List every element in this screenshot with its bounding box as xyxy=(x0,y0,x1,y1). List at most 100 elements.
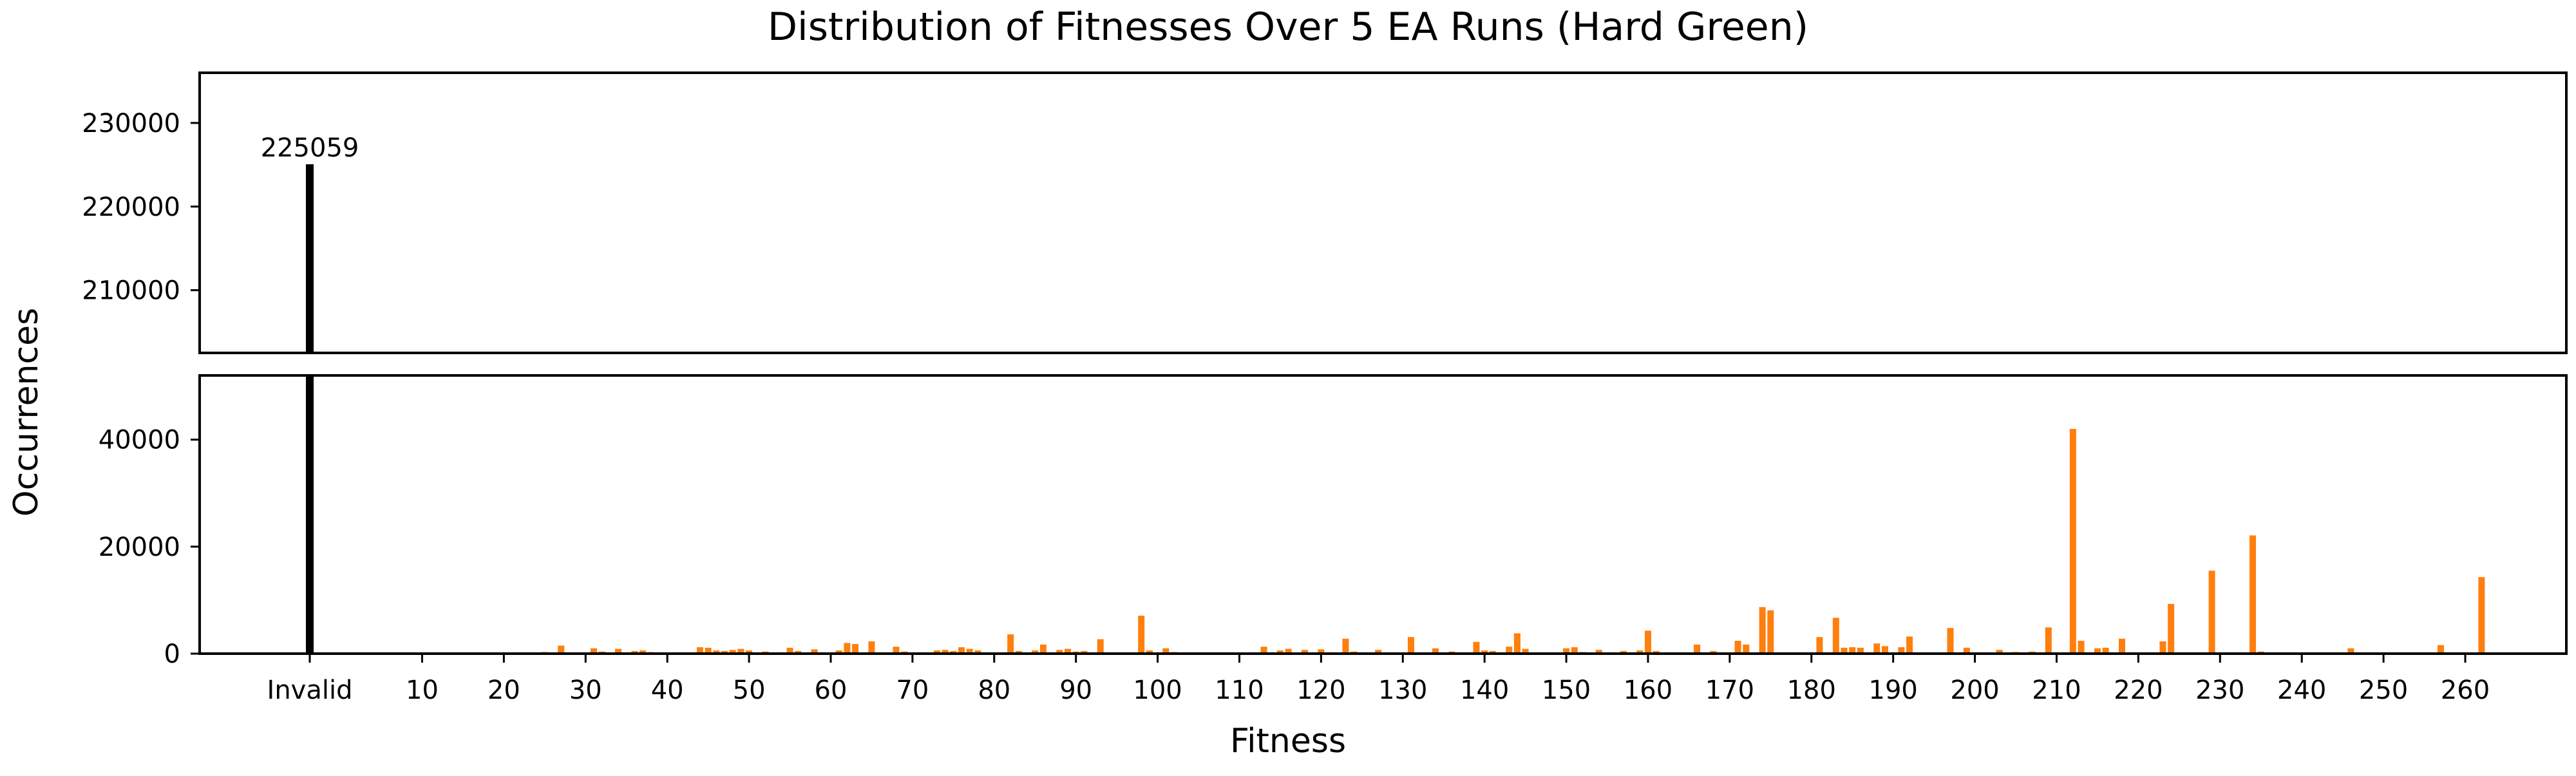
chart-title: Distribution of Fitnesses Over 5 EA Runs… xyxy=(768,5,1808,50)
fitness-bar xyxy=(1767,610,1774,654)
fitness-bar xyxy=(1506,647,1513,654)
fitness-bar xyxy=(1015,650,1022,654)
y-tick-label: 210000 xyxy=(82,276,180,306)
x-tick-label: 240 xyxy=(2277,676,2326,705)
x-tick-label: 170 xyxy=(1705,676,1754,705)
fitness-bar xyxy=(835,650,842,654)
fitness-bar xyxy=(1285,648,1292,654)
fitness-bar xyxy=(966,648,973,654)
fitness-bar xyxy=(958,647,965,654)
fitness-bar xyxy=(737,648,744,654)
fitness-bar xyxy=(2249,535,2257,654)
x-tick-label: 200 xyxy=(1950,676,1999,705)
fitness-bar xyxy=(1522,648,1529,654)
x-tick-label: 90 xyxy=(1059,676,1092,705)
fitness-bar xyxy=(558,645,565,654)
invalid-bar-top xyxy=(306,164,314,353)
fitness-bar xyxy=(746,650,753,654)
fitness-bar xyxy=(1644,630,1651,654)
invalid-bar-data-label: 225059 xyxy=(261,133,359,163)
y-tick-label: 20000 xyxy=(99,533,180,562)
x-tick-label: 80 xyxy=(978,676,1010,705)
fitness-bar xyxy=(2102,647,2109,654)
x-tick-label: 230 xyxy=(2195,676,2244,705)
x-tick-label: 20 xyxy=(488,676,520,705)
x-tick-label: 40 xyxy=(651,676,684,705)
fitness-bar xyxy=(1759,607,1766,654)
x-tick-label: 210 xyxy=(2032,676,2081,705)
fitness-bar xyxy=(1318,649,1325,654)
fitness-bar xyxy=(942,650,949,654)
fitness-bar xyxy=(729,650,736,654)
fitness-bar xyxy=(852,644,859,654)
fitness-bar xyxy=(795,650,802,654)
fitness-bar xyxy=(2078,641,2085,654)
fitness-bar xyxy=(1489,650,1496,654)
fitness-bar xyxy=(1032,650,1039,654)
y-tick-label: 0 xyxy=(164,639,180,669)
top-panel-frame xyxy=(198,71,2568,354)
x-tick-label: 100 xyxy=(1133,676,1182,705)
fitness-bar xyxy=(1841,647,1848,654)
fitness-bar xyxy=(1039,644,1046,654)
fitness-bar xyxy=(1832,618,1839,654)
fitness-bar xyxy=(1563,648,1570,654)
x-tick-label: 50 xyxy=(733,676,766,705)
fitness-bar xyxy=(1407,637,1414,654)
fitness-bar xyxy=(1620,650,1627,654)
fitness-bar xyxy=(1595,650,1602,654)
x-tick-label: 140 xyxy=(1460,676,1509,705)
y-tick-label: 220000 xyxy=(82,193,180,222)
fitness-bar xyxy=(1064,648,1071,654)
fitness-bar xyxy=(1849,647,1856,654)
fitness-bar xyxy=(1571,647,1578,654)
fitness-bar xyxy=(811,649,818,654)
fitness-bar xyxy=(1146,650,1153,654)
fitness-bar xyxy=(1694,644,1701,654)
fitness-bar xyxy=(1906,636,1913,654)
fitness-bar xyxy=(2045,627,2052,654)
fitness-bar xyxy=(2208,571,2215,654)
fitness-bar xyxy=(1963,647,1970,654)
x-tick-label: 260 xyxy=(2441,676,2490,705)
y-tick-label: 230000 xyxy=(82,109,180,138)
fitness-bar xyxy=(1873,643,1880,654)
x-tick-label: 70 xyxy=(896,676,929,705)
x-tick-label: 180 xyxy=(1787,676,1836,705)
bottom-panel-frame xyxy=(198,374,2568,655)
fitness-bar xyxy=(1743,644,1750,654)
fitness-bar xyxy=(2119,638,2126,654)
fitness-bar xyxy=(1276,650,1283,654)
x-tick-label: 30 xyxy=(569,676,602,705)
fitness-bar xyxy=(974,650,981,654)
fitness-bar xyxy=(1302,650,1309,654)
fitness-bar xyxy=(786,647,793,654)
fitness-bar xyxy=(1996,650,2003,654)
fitness-bar xyxy=(721,650,728,654)
fitness-bar xyxy=(1947,628,1954,654)
fitness-bar xyxy=(713,650,720,654)
fitness-bar xyxy=(1375,650,1382,654)
fitness-bar xyxy=(950,650,957,654)
fitness-bar xyxy=(705,647,712,654)
fitness-bar xyxy=(868,641,875,654)
fitness-bar xyxy=(1816,637,1823,654)
x-tick-label: 130 xyxy=(1378,676,1427,705)
fitness-bar xyxy=(639,650,647,654)
fitness-bar xyxy=(1710,650,1717,654)
fitness-bar xyxy=(1857,647,1864,654)
fitness-bar xyxy=(1734,641,1741,654)
fitness-bar xyxy=(1097,639,1104,654)
x-tick-label: 190 xyxy=(1869,676,1918,705)
fitness-bar xyxy=(1481,650,1488,654)
fitness-bar xyxy=(631,650,638,654)
x-tick-label: Invalid xyxy=(267,676,353,705)
fitness-bar xyxy=(1513,633,1520,654)
x-tick-label: 220 xyxy=(2114,676,2163,705)
x-tick-label: 160 xyxy=(1624,676,1672,705)
bottom-panel: 0 20000 40000 Invalid 10 20 30 40 50 60 70 80 90 100 1… xyxy=(99,375,2490,705)
x-tick-label: 110 xyxy=(1215,676,1264,705)
x-tick-label: 150 xyxy=(1542,676,1591,705)
x-axis-label: Fitness xyxy=(1230,722,1346,761)
